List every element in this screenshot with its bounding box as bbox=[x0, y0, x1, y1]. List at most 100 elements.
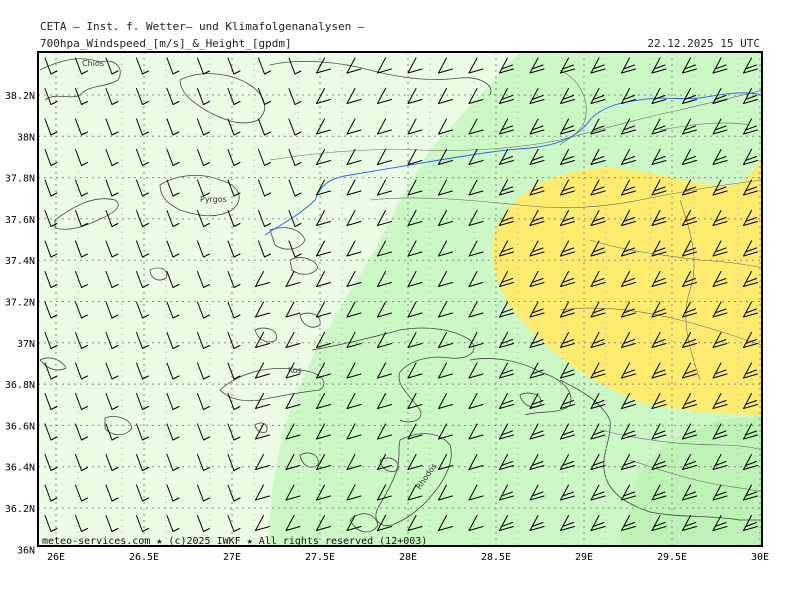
wind-barb bbox=[407, 332, 423, 348]
wind-barb bbox=[316, 393, 331, 409]
wind-barb bbox=[197, 271, 210, 288]
wind-barb bbox=[743, 88, 758, 104]
wind-barb bbox=[288, 88, 302, 105]
wind-barb bbox=[377, 484, 392, 501]
wind-barb bbox=[743, 118, 758, 135]
wind-barb bbox=[468, 515, 484, 531]
wind-barb bbox=[166, 484, 180, 502]
wind-barb bbox=[227, 332, 241, 349]
wind-barb bbox=[468, 301, 484, 318]
wind-barb bbox=[560, 393, 575, 409]
wind-barb bbox=[743, 149, 758, 165]
wind-barb bbox=[438, 118, 453, 135]
wind-barb bbox=[227, 88, 241, 105]
wind-barb bbox=[712, 362, 728, 379]
wind-barb bbox=[346, 88, 362, 104]
wind-barb bbox=[346, 179, 362, 196]
wind-barb bbox=[529, 240, 545, 257]
wind-barb bbox=[105, 362, 119, 380]
wind-barb bbox=[499, 179, 514, 196]
wind-barb bbox=[166, 118, 180, 136]
wind-barb bbox=[712, 57, 728, 74]
wind-barb bbox=[255, 454, 270, 470]
wind-barb bbox=[316, 118, 331, 135]
wind-barb bbox=[651, 88, 667, 104]
wind-barb bbox=[499, 332, 514, 348]
wind-barb bbox=[407, 484, 423, 501]
wind-barb bbox=[682, 362, 697, 379]
wind-barb bbox=[166, 240, 180, 258]
wind-barb bbox=[346, 332, 362, 348]
wind-barb bbox=[499, 240, 514, 257]
wind-barb bbox=[499, 515, 514, 531]
wind-barb bbox=[438, 149, 453, 165]
wind-barb bbox=[255, 393, 270, 409]
wind-barb bbox=[743, 301, 758, 318]
lat-label: 36.2N bbox=[5, 504, 35, 515]
wind-barb bbox=[529, 393, 545, 409]
wind-barb bbox=[316, 301, 331, 318]
wind-barb bbox=[316, 210, 331, 226]
wind-barb bbox=[197, 210, 210, 227]
wind-barb bbox=[377, 118, 392, 135]
wind-barb bbox=[377, 515, 392, 531]
wind-barb bbox=[166, 454, 180, 471]
wind-barb bbox=[44, 332, 58, 349]
wind-barb bbox=[560, 454, 575, 470]
wind-barb bbox=[75, 271, 88, 288]
wind-barb bbox=[621, 515, 636, 531]
wind-barb bbox=[44, 454, 58, 471]
wind-barb bbox=[499, 484, 514, 501]
wind-barb bbox=[227, 423, 241, 441]
wind-barb bbox=[651, 179, 667, 196]
lat-label: 38.2N bbox=[5, 91, 35, 102]
wind-barb bbox=[227, 393, 241, 410]
wind-barb bbox=[682, 484, 697, 501]
wind-barb bbox=[105, 301, 119, 319]
wind-barb bbox=[316, 484, 331, 501]
wind-barb bbox=[258, 179, 271, 197]
wind-barb bbox=[560, 88, 575, 104]
wind-barb bbox=[136, 301, 149, 319]
wind-barb bbox=[712, 423, 728, 440]
wind-barb bbox=[712, 393, 728, 409]
wind-barb bbox=[288, 149, 302, 166]
wind-barb bbox=[75, 484, 88, 502]
wind-barb bbox=[499, 271, 514, 287]
lon-label: 26E bbox=[47, 552, 65, 563]
wind-barb bbox=[651, 332, 667, 348]
lat-label: 36N bbox=[17, 545, 35, 556]
wind-barb bbox=[316, 332, 331, 348]
wind-barb bbox=[407, 515, 423, 531]
wind-barb bbox=[712, 515, 728, 531]
wind-barb bbox=[288, 240, 302, 258]
wind-barb bbox=[651, 423, 667, 440]
wind-barb bbox=[105, 57, 119, 75]
wind-barb bbox=[377, 362, 392, 379]
wind-barb bbox=[227, 301, 241, 319]
wind-barb bbox=[438, 210, 453, 226]
wind-barb bbox=[258, 57, 271, 75]
wind-barb bbox=[166, 149, 180, 166]
wind-barb bbox=[75, 210, 88, 227]
wind-barb bbox=[105, 118, 119, 136]
wind-barb bbox=[346, 393, 362, 409]
wind-barb bbox=[285, 423, 301, 440]
wind-barb bbox=[468, 118, 484, 135]
wind-barb bbox=[75, 423, 88, 441]
wind-barb bbox=[499, 88, 514, 104]
wind-barb bbox=[438, 332, 453, 348]
wind-barb bbox=[316, 240, 331, 257]
wind-barb bbox=[316, 271, 331, 287]
wind-barb bbox=[166, 515, 180, 532]
wind-barb bbox=[468, 484, 484, 501]
wind-barb bbox=[621, 454, 636, 470]
wind-barb bbox=[682, 454, 697, 470]
wind-barb bbox=[438, 301, 453, 318]
wind-barb bbox=[197, 240, 210, 258]
wind-barb bbox=[407, 362, 423, 379]
wind-barb bbox=[743, 454, 758, 470]
wind-barb bbox=[712, 179, 728, 196]
wind-barb bbox=[590, 515, 606, 531]
